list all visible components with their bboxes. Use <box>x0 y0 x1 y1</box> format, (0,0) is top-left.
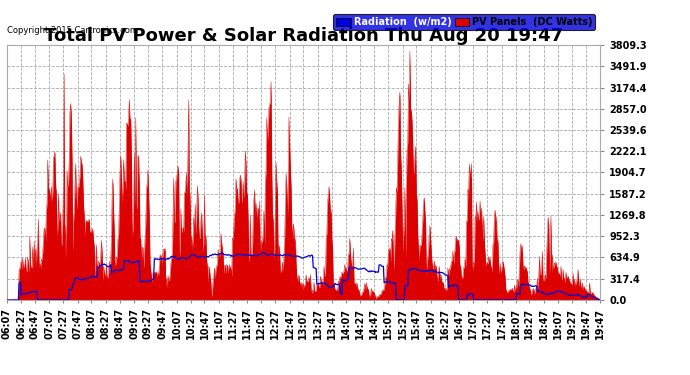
Text: Copyright 2015 Cartronics.com: Copyright 2015 Cartronics.com <box>7 26 138 35</box>
Title: Total PV Power & Solar Radiation Thu Aug 20 19:47: Total PV Power & Solar Radiation Thu Aug… <box>44 27 563 45</box>
Legend: Radiation  (w/m2), PV Panels  (DC Watts): Radiation (w/m2), PV Panels (DC Watts) <box>333 14 595 30</box>
